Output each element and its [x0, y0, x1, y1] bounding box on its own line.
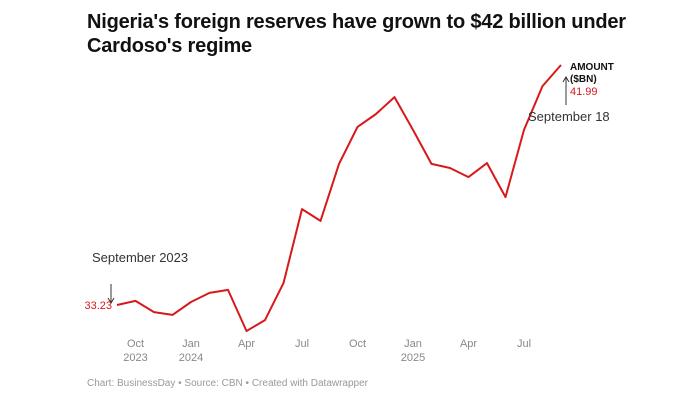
series-line-amount	[116, 64, 562, 332]
legend-label-line2: ($BN)	[570, 74, 597, 85]
x-tick-label: Jan	[182, 338, 200, 350]
legend-label-line1: AMOUNT	[570, 62, 614, 73]
x-tick-year-label: 2023	[123, 352, 147, 364]
chart-footer: Chart: BusinessDay • Source: CBN • Creat…	[87, 378, 369, 389]
data-points	[117, 65, 561, 331]
arrow-down-icon	[107, 297, 115, 304]
arrow-up-icon	[562, 76, 570, 83]
start-value-label: 33.23	[84, 300, 112, 312]
x-tick-label: Apr	[238, 338, 255, 350]
x-axis-ticks: Oct 2023 Jan 2024 Apr Jul Oct Jan 2025 Apr Jul	[123, 338, 531, 364]
x-tick-label: Apr	[460, 338, 477, 350]
x-tick-label: Oct	[349, 338, 366, 350]
x-tick-label: Jul	[295, 338, 309, 350]
annotation-start-text: September 2023	[92, 250, 188, 265]
annotation-end-text: September 18	[528, 109, 610, 124]
x-tick-year-label: 2024	[179, 352, 203, 364]
end-value-label: 41.99	[570, 86, 598, 98]
chart-title: Nigeria's foreign reserves have grown to…	[87, 11, 626, 57]
x-tick-label: Jul	[517, 338, 531, 350]
x-tick-label: Oct	[127, 338, 144, 350]
x-tick-year-label: 2025	[401, 352, 425, 364]
x-tick-label: Jan	[404, 338, 422, 350]
